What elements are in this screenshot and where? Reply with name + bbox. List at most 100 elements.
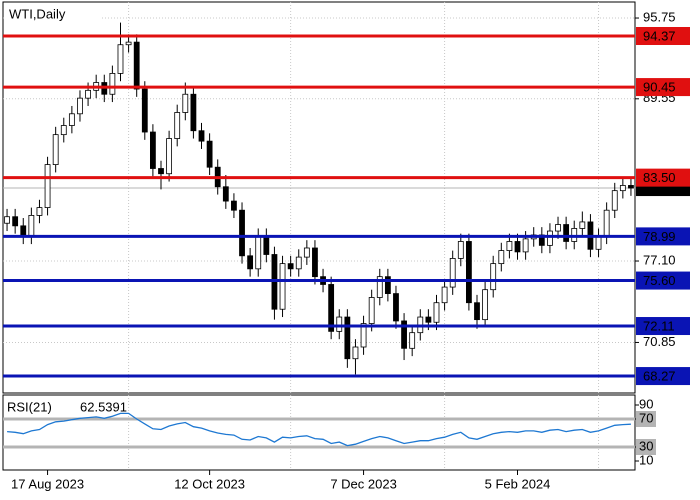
x-tick-label: 5 Feb 2024 [485, 476, 551, 491]
candle-body [20, 225, 27, 237]
candle-body [555, 224, 561, 232]
level-label: 90.45 [643, 80, 676, 95]
candle-body [595, 235, 602, 250]
candle-body [68, 113, 75, 126]
candle-body [368, 297, 375, 324]
candle-body [498, 250, 505, 265]
candle-body [522, 238, 529, 253]
y-tick-label: 70.85 [643, 334, 676, 349]
candle-body [206, 140, 213, 168]
candle-body [465, 241, 472, 304]
candle-body [149, 131, 156, 169]
rsi-value: 62.5391 [80, 399, 127, 414]
candle-body [52, 134, 59, 166]
candle-body [12, 216, 19, 227]
candle-body [457, 241, 464, 259]
candle-body [547, 230, 553, 246]
level-box [636, 367, 690, 386]
candle-body [344, 316, 351, 360]
candle-body [85, 89, 91, 99]
level-label: 75.60 [643, 273, 676, 288]
candle-body [263, 235, 270, 255]
candle-body [441, 286, 448, 304]
rsi-title: RSI(21) [7, 399, 52, 414]
candle-body [384, 276, 391, 294]
candle-body [393, 293, 399, 322]
title-bg [6, 6, 102, 24]
level-label: 68.27 [643, 368, 676, 383]
candle-body [628, 185, 634, 189]
candle-body [449, 258, 456, 288]
candle-body [255, 235, 262, 270]
rsi-level-box [636, 411, 656, 427]
level-label: 83.50 [643, 170, 676, 185]
candle-body [222, 186, 229, 202]
candle-body [490, 263, 497, 291]
level-label: 72.11 [643, 318, 675, 333]
candle-body [198, 130, 205, 142]
candle-body [563, 224, 570, 242]
candle-body [506, 241, 513, 251]
candle-body [28, 215, 35, 237]
candle-body [312, 247, 318, 278]
candle-body [166, 138, 173, 175]
candle-body [182, 93, 189, 113]
candle-body [4, 216, 10, 224]
candle-body [328, 284, 335, 332]
candle-body [36, 207, 43, 216]
candle-body [158, 168, 164, 175]
candle-body [409, 332, 416, 349]
level-label: 94.37 [643, 28, 676, 43]
candle-body [60, 125, 67, 136]
y-tick-label: 10 [639, 452, 653, 467]
candle-body [287, 263, 294, 270]
candle-body [44, 164, 51, 208]
candle-body [279, 263, 286, 310]
candle-body [376, 276, 383, 298]
candle-body [433, 302, 440, 323]
candle-body [141, 88, 148, 133]
candle-body [352, 346, 359, 360]
candle-body [231, 200, 237, 211]
rsi-frame [2, 394, 636, 471]
candle-body [174, 112, 181, 139]
candle-body [603, 209, 610, 237]
y-tick-label: 77.10 [643, 252, 676, 267]
candle-body [117, 44, 124, 74]
level-box [636, 168, 690, 187]
candle-body [336, 316, 343, 332]
level-box [636, 227, 690, 246]
y-tick-label: 90 [639, 396, 653, 411]
candle-body [247, 255, 254, 270]
level-label: 78.99 [643, 229, 676, 244]
x-tick-label: 7 Dec 2023 [330, 476, 397, 491]
candle-body [360, 323, 367, 348]
candle-body [579, 221, 586, 229]
candle-body [190, 93, 197, 132]
y-tick-label: 70 [639, 410, 653, 425]
candle-body [611, 190, 618, 211]
candle-body [303, 247, 310, 258]
x-tick-label: 12 Oct 2023 [174, 476, 245, 491]
y-tick-label: 30 [639, 438, 653, 453]
candle-body [474, 302, 480, 321]
candle-body [77, 97, 83, 115]
x-tick-label: 17 Aug 2023 [11, 476, 84, 491]
candle-body [514, 241, 521, 253]
rsi-level-box [636, 439, 656, 455]
candle-body [109, 72, 116, 95]
candle-body [425, 316, 432, 323]
candle-body [133, 41, 140, 90]
chart-title: WTI,Daily [9, 6, 66, 21]
y-tick-label: 95.75 [643, 9, 676, 24]
candle-body [239, 209, 245, 257]
level-box [636, 317, 690, 336]
level-box [636, 78, 690, 97]
candle-body [401, 320, 407, 349]
level-box [636, 27, 690, 46]
candle-body [125, 41, 132, 46]
rsi-line [7, 412, 631, 447]
main-frame [2, 1, 636, 394]
